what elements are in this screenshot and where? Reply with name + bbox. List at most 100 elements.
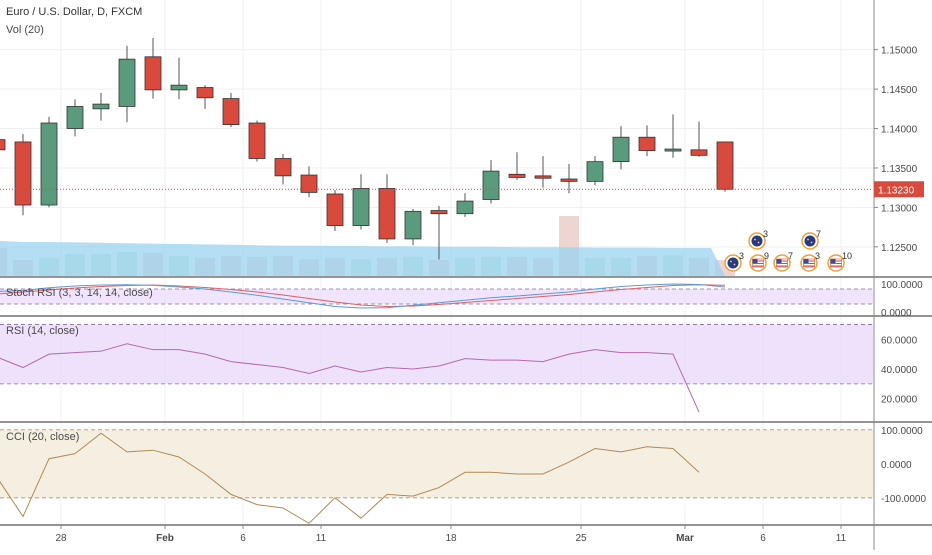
us-flag-event-icon[interactable]: 7 [773, 251, 793, 272]
candle-body [534, 175, 552, 179]
stoch-layer [0, 283, 873, 309]
stoch-tick-label: 0.0000 [881, 308, 912, 319]
candle-body [326, 193, 344, 226]
candle[interactable] [170, 57, 188, 100]
candle[interactable] [40, 116, 58, 208]
time-tick-label: 28 [55, 533, 67, 544]
candle-body [40, 122, 58, 206]
time-tick-label: 18 [445, 533, 457, 544]
candle[interactable] [482, 160, 500, 204]
event-count: 9 [764, 251, 769, 261]
cci-pane[interactable]: CCI (20, close) [0, 429, 873, 524]
time-tick-label: 11 [316, 533, 327, 544]
candle[interactable] [352, 174, 370, 230]
stoch-tick-label: 100.0000 [881, 280, 923, 291]
candle[interactable] [456, 193, 474, 217]
candle-body [92, 103, 110, 110]
event-count: 3 [739, 251, 744, 261]
time-tick-label: 6 [760, 533, 766, 544]
flag-canton [803, 259, 809, 263]
candle[interactable] [560, 164, 578, 194]
stoch-rsi-pane[interactable]: Stoch RSI (3, 3, 14, 14, close) [0, 283, 873, 309]
candle[interactable] [92, 93, 110, 121]
stoch-rsi-label: Stoch RSI (3, 3, 14, 14, close) [6, 287, 153, 299]
candle[interactable] [0, 128, 6, 160]
moon-disc [751, 235, 763, 247]
candle-body [118, 58, 136, 107]
candle-body [664, 148, 682, 152]
candle-body [66, 106, 84, 129]
candle[interactable] [508, 152, 526, 180]
rsi-band [0, 324, 873, 384]
price-tick-label: 1.15000 [881, 46, 918, 57]
us-flag-event-icon[interactable]: 3 [800, 251, 820, 272]
price-pane[interactable]: 3 3 9 7 7 3 10 Euro / U.S. Dollar, D, FXCM Vol… [0, 0, 873, 525]
candle[interactable] [586, 156, 604, 186]
cci-tick-label: -100.0000 [881, 494, 926, 505]
event-count: 3 [815, 251, 820, 261]
candle[interactable] [196, 85, 214, 109]
candle[interactable] [534, 156, 552, 188]
moon-crater [757, 241, 760, 244]
candle[interactable] [118, 45, 136, 123]
candle-body [0, 139, 6, 151]
time-tick-label: 11 [836, 533, 847, 544]
moon-crater [807, 238, 809, 241]
time-axis[interactable]: 28 Feb 6 11 18 25 Mar 6 11 [55, 525, 847, 544]
event-count: 10 [842, 251, 852, 261]
candle[interactable] [612, 126, 630, 170]
candle[interactable] [404, 208, 422, 246]
candle[interactable] [300, 166, 318, 198]
candle[interactable] [274, 153, 292, 185]
candle[interactable] [326, 190, 344, 232]
price-tick-label: 1.12500 [881, 243, 918, 254]
candle[interactable] [690, 121, 708, 157]
cci-tick-label: 100.0000 [881, 426, 923, 437]
candle-body [144, 56, 162, 91]
moon-event-icon[interactable]: 3 [748, 229, 768, 250]
stoch-d-line [0, 284, 726, 308]
event-count: 7 [816, 229, 821, 239]
cci-line [0, 432, 700, 524]
candle[interactable] [378, 174, 396, 243]
candle-body [586, 161, 604, 182]
candle[interactable] [664, 114, 682, 158]
candle[interactable] [66, 99, 84, 137]
volume-label: Vol (20) [6, 24, 44, 36]
candle-body [690, 149, 708, 156]
volume-layer [0, 216, 735, 276]
candle[interactable] [14, 134, 32, 216]
candle-body [716, 141, 734, 190]
event-count: 3 [763, 229, 768, 239]
us-flag-event-icon[interactable]: 10 [827, 251, 852, 272]
candle[interactable] [430, 205, 448, 260]
candle[interactable] [638, 125, 656, 157]
candle[interactable] [248, 120, 266, 162]
volume-ma-area [0, 240, 725, 276]
moon-event-icon[interactable]: 3 [724, 251, 744, 272]
time-tick-label: Feb [156, 533, 174, 544]
candle-body [612, 136, 630, 163]
time-tick-label: 25 [575, 533, 587, 544]
candle-body [170, 84, 188, 91]
candle-body [482, 170, 500, 200]
candle[interactable] [222, 93, 240, 127]
candle-body [300, 174, 318, 193]
candle[interactable] [144, 37, 162, 99]
time-tick-label: 6 [240, 533, 246, 544]
moon-disc [804, 235, 816, 247]
candle[interactable] [716, 141, 734, 192]
candle-body [352, 188, 370, 226]
chart-title: Euro / U.S. Dollar, D, FXCM [6, 6, 142, 18]
moon-crater [810, 241, 813, 244]
time-tick-label: Mar [676, 533, 694, 544]
event-layer: 3 3 9 7 7 3 10 [724, 229, 852, 272]
price-tick-label: 1.14500 [881, 85, 918, 96]
rsi-pane[interactable]: RSI (14, close) [0, 324, 873, 413]
candle-layer [0, 37, 734, 260]
us-flag-event-icon[interactable]: 9 [749, 251, 769, 272]
moon-event-icon[interactable]: 7 [801, 229, 821, 250]
